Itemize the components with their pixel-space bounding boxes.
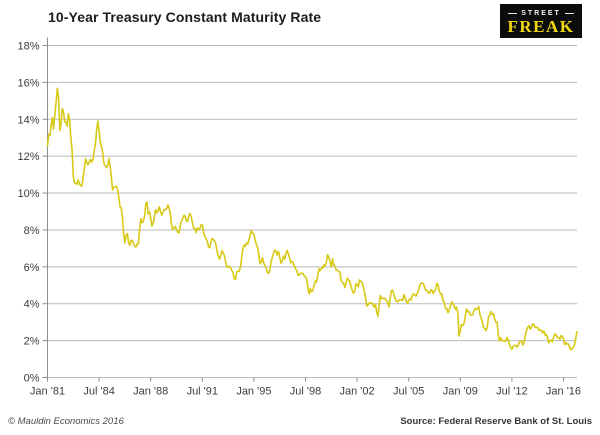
y-axis-label: 4% (24, 299, 40, 311)
street-freak-logo: STREET FREAK (500, 4, 582, 38)
rate-line (46, 87, 578, 351)
x-axis-label: Jan '81 (30, 386, 65, 398)
x-axis-label: Jul '12 (496, 386, 527, 398)
y-axis-label: 18% (17, 41, 39, 53)
y-axis-label: 2% (24, 336, 40, 348)
x-axis-label: Jan '88 (133, 386, 168, 398)
logo-dash-left-icon (508, 12, 518, 14)
x-axis-label: Jul '84 (83, 386, 114, 398)
x-axis-label: Jan '02 (340, 386, 375, 398)
y-axis-label: 0% (24, 373, 40, 385)
chart-title: 10-Year Treasury Constant Maturity Rate (48, 9, 322, 25)
x-axis-label: Jul '05 (393, 386, 424, 398)
x-axis-label: Jul '91 (187, 386, 218, 398)
y-axis-label: 10% (17, 188, 39, 200)
logo-freak-text: FREAK (507, 16, 575, 36)
x-axis-label: Jul '98 (290, 386, 321, 398)
y-axis-label: 12% (17, 151, 39, 163)
logo-street-text: STREET (521, 9, 561, 17)
y-axis-label: 14% (17, 114, 39, 126)
x-axis-label: Jan '16 (546, 386, 581, 398)
source-text: Source: Federal Reserve Bank of St. Loui… (400, 416, 592, 427)
y-axis-label: 8% (24, 225, 40, 237)
x-axis-label: Jan '09 (443, 386, 478, 398)
copyright-text: © Mauldin Economics 2016 (8, 416, 124, 427)
logo-dash-right-icon (564, 12, 574, 14)
y-axis-label: 16% (17, 77, 39, 89)
y-axis-label: 6% (24, 262, 40, 274)
x-axis-label: Jan '95 (236, 386, 271, 398)
logo-top-row: STREET (508, 10, 574, 17)
